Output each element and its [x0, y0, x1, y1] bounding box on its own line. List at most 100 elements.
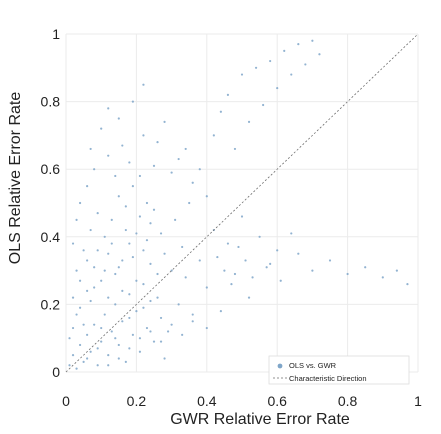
scatter-point — [269, 262, 272, 265]
scatter-point — [191, 320, 194, 323]
scatter-point — [114, 337, 117, 340]
scatter-point — [311, 269, 314, 272]
scatter-point — [131, 185, 134, 188]
scatter-point — [82, 323, 85, 326]
x-tick-label: 0.4 — [197, 393, 217, 409]
scatter-point — [78, 279, 82, 282]
scatter-point — [156, 272, 159, 276]
scatter-point — [138, 337, 142, 340]
scatter-point — [297, 252, 300, 255]
scatter-point — [135, 310, 138, 313]
x-tick-label: 0.2 — [127, 393, 147, 409]
scatter-point — [117, 343, 120, 347]
scatter-point — [223, 269, 226, 272]
scatter-point — [152, 340, 156, 343]
y-tick-label: 0.6 — [41, 161, 61, 177]
scatter-point — [181, 333, 184, 336]
y-tick-label: 1 — [52, 26, 60, 42]
scatter-point — [254, 66, 258, 69]
scatter-point — [159, 232, 163, 235]
legend-marker-points — [277, 363, 283, 369]
scatter-point — [110, 330, 113, 333]
scatter-point — [107, 296, 110, 299]
scatter-point — [128, 242, 131, 245]
scatter-point — [121, 289, 124, 292]
scatter-point — [142, 134, 145, 137]
scatter-point — [117, 117, 120, 120]
scatter-point — [128, 316, 131, 320]
scatter-point — [96, 364, 99, 367]
y-axis-label: OLS Relative Error Rate — [7, 92, 24, 265]
scatter-point — [114, 272, 117, 276]
scatter-point — [93, 286, 96, 289]
scatter-point — [276, 86, 279, 90]
scatter-point — [121, 259, 124, 262]
scatter-point — [205, 195, 208, 198]
scatter-point — [269, 59, 272, 63]
scatter-point — [156, 296, 159, 299]
scatter-point — [233, 147, 237, 151]
scatter-point — [219, 310, 222, 313]
scatter-point — [184, 147, 187, 151]
scatter-point — [103, 269, 106, 272]
scatter-point — [100, 340, 103, 343]
scatter-point — [311, 39, 314, 42]
scatter-point — [166, 330, 170, 333]
scatter-point — [138, 174, 142, 178]
scatter-point — [142, 83, 145, 86]
scatter-point — [226, 93, 230, 96]
scatter-point — [96, 347, 99, 350]
scatter-point — [110, 242, 113, 245]
scatter-point — [262, 103, 265, 107]
scatter-point — [121, 320, 124, 323]
scatter-point — [163, 252, 166, 255]
scatter-point — [205, 326, 208, 330]
scatter-point — [212, 134, 215, 137]
scatter-point — [71, 296, 75, 299]
legend-entry-points: OLS vs. GWR — [289, 361, 337, 370]
scatter-point — [71, 354, 75, 357]
scatter-point — [93, 323, 96, 326]
scatter-point — [86, 185, 89, 188]
scatter-point — [226, 242, 230, 245]
scatter-point — [240, 73, 244, 76]
scatter-point — [258, 235, 261, 238]
scatter-point — [124, 360, 127, 363]
scatter-point — [149, 262, 152, 265]
scatter-point — [174, 218, 177, 221]
scatter-point — [145, 326, 149, 330]
scatter-point — [247, 296, 251, 299]
grid-layer — [65, 33, 419, 373]
scatter-point — [142, 283, 145, 286]
scatter-point — [93, 266, 96, 269]
scatter-point — [103, 313, 106, 316]
scatter-point — [89, 147, 92, 151]
scatter-point — [82, 360, 85, 363]
scatter-point — [145, 201, 149, 205]
scatter-point — [107, 107, 110, 110]
scatter-point — [297, 43, 300, 46]
scatter-point — [244, 259, 247, 262]
scatter-point — [177, 303, 180, 306]
scatter-point — [188, 201, 191, 205]
scatter-point — [89, 228, 92, 232]
scatter-point — [135, 279, 138, 282]
scatter-point — [318, 53, 321, 56]
scatter-point — [114, 174, 117, 178]
characteristic-direction-line — [65, 33, 419, 373]
scatter-point — [96, 249, 99, 252]
scatter-point — [86, 333, 89, 336]
scatter-point — [117, 266, 120, 269]
scatter-point — [251, 276, 254, 279]
scatter-point — [170, 323, 173, 326]
scatter-point — [78, 306, 82, 309]
legend: OLS vs. GWR Characteristic Direction — [268, 355, 410, 385]
x-axis-label: GWR Relative Error Rate — [170, 411, 350, 428]
scatter-point — [142, 249, 145, 252]
scatter-point — [247, 120, 251, 123]
scatter-point — [290, 232, 293, 235]
scatter-point — [181, 245, 184, 249]
scatter-point — [89, 350, 92, 353]
